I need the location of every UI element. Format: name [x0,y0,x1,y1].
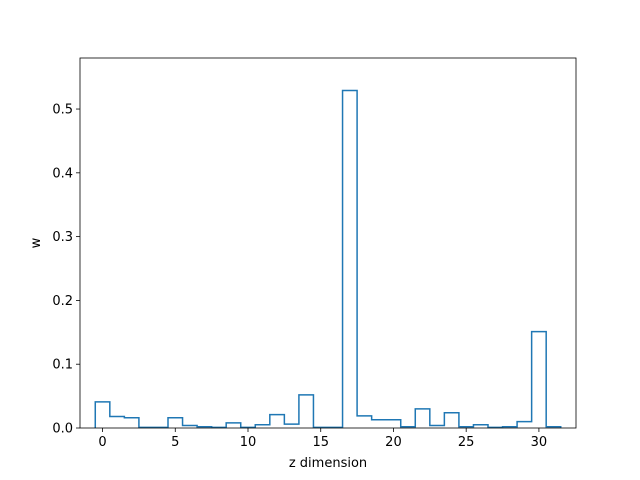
x-tick-label-0: 0 [98,435,106,450]
y-tick-label-0: 0.0 [52,422,73,437]
x-tick-label-10: 10 [240,435,257,450]
x-tick-label-5: 5 [171,435,179,450]
x-axis-label: z dimension [289,456,367,471]
y-tick-label-2: 0.2 [52,294,73,309]
plot-frame [79,57,577,429]
x-axis-ticks: 0 5 10 15 20 25 30 [98,428,547,450]
y-tick-label-5: 0.5 [52,103,73,118]
x-tick-label-15: 15 [312,435,329,450]
y-tick-label-3: 0.3 [52,230,73,245]
x-tick-label-20: 20 [385,435,402,450]
x-tick-label-30: 30 [531,435,548,450]
x-tick-label-25: 25 [458,435,475,450]
y-tick-label-1: 0.1 [52,358,73,373]
plot-area-background [80,58,576,428]
step-series-line [94,89,562,429]
y-tick-label-4: 0.4 [52,166,73,181]
y-axis-label: w [29,237,44,248]
y-axis-ticks: 0.0 0.1 0.2 0.3 0.4 0.5 [52,103,80,437]
